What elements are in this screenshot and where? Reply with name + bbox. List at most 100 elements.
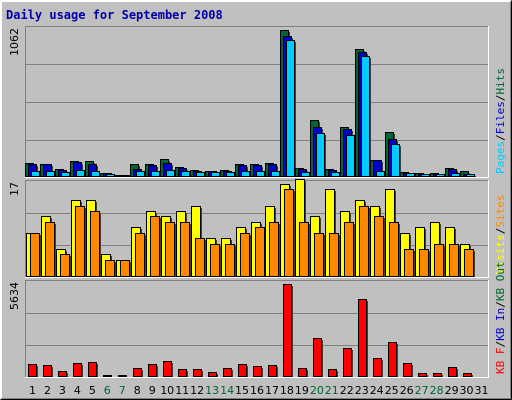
day-label-4: 4	[74, 384, 81, 397]
bar-pages-day-3	[61, 172, 71, 177]
bar-sites-day-18	[284, 189, 295, 277]
day-label-30: 30	[460, 384, 474, 397]
bar-pages-day-13	[211, 172, 221, 177]
bar-kb-f-day-10	[163, 361, 173, 377]
chart-panels: 1062Pages/Files/Hits17Visits/Sites5634KB…	[8, 26, 507, 378]
bar-pages-day-11	[181, 171, 191, 177]
bar-sites-day-21	[329, 233, 340, 277]
legend-entry: /	[494, 341, 507, 348]
bar-pages-day-5	[91, 171, 101, 177]
bar-kb-f-day-14	[223, 368, 233, 377]
bar-pages-day-7	[121, 175, 130, 177]
bar-sites-day-28	[434, 244, 445, 277]
bar-sites-day-1	[30, 233, 41, 277]
bar-pages-day-6	[106, 174, 116, 177]
bar-pages-day-1	[31, 171, 41, 177]
bar-kb-f-day-25	[388, 342, 398, 377]
day-label-26: 26	[400, 384, 414, 397]
bar-pages-day-25	[391, 144, 401, 177]
bar-sites-day-17	[269, 222, 280, 277]
day-label-16: 16	[250, 384, 264, 397]
panel-visits: 17 Visits/Sites	[8, 179, 507, 278]
legend-entry: /	[494, 95, 507, 102]
bar-pages-day-9	[151, 171, 161, 177]
day-label-7: 7	[119, 384, 126, 397]
bar-pages-day-14	[226, 172, 236, 177]
day-label-9: 9	[149, 384, 156, 397]
y-max-label: 1062	[8, 28, 21, 56]
bar-kb-f-day-5	[88, 362, 98, 377]
bar-kb-f-day-8	[133, 368, 143, 377]
bar-kb-f-day-29	[448, 367, 458, 377]
day-label-19: 19	[295, 384, 309, 397]
bar-kb-f-day-12	[193, 369, 203, 377]
bar-kb-f-day-23	[358, 299, 368, 377]
day-label-22: 22	[340, 384, 354, 397]
bar-sites-day-16	[255, 227, 266, 277]
bar-kb-f-day-6	[103, 375, 112, 377]
legend-entry: KB Out	[494, 261, 507, 301]
bar-kb-f-day-20	[313, 338, 323, 377]
bar-sites-day-7	[120, 260, 131, 277]
legend-entry: Sites	[494, 195, 507, 228]
bar-kb-f-day-22	[343, 348, 353, 377]
panel-legend: Pages/Files/Hits	[494, 68, 507, 174]
bar-sites-day-6	[105, 260, 116, 277]
y-max-label: 5634	[8, 282, 21, 310]
bar-pages-day-21	[331, 172, 341, 177]
legend-entry: Files	[494, 101, 507, 134]
day-label-20: 20	[310, 384, 324, 397]
bar-sites-day-14	[225, 244, 236, 277]
bar-sites-day-23	[359, 206, 370, 277]
bar-kb-f-day-17	[268, 365, 278, 377]
bar-kb-f-day-3	[58, 371, 68, 377]
bar-sites-day-19	[299, 222, 310, 277]
panel-legend: Visits/Sites	[494, 195, 507, 275]
bar-kb-f-day-13	[208, 372, 218, 377]
day-label-21: 21	[325, 384, 339, 397]
bar-kb-f-day-19	[298, 368, 308, 377]
day-label-5: 5	[89, 384, 96, 397]
day-label-25: 25	[385, 384, 399, 397]
day-axis: 1 2 3 4 5 6 7 8 9 10 11 12 13 14 15 16 17 18 19 20 21 22 23 24 2…	[29, 384, 489, 397]
bar-sites-day-9	[150, 216, 161, 277]
bar-pages-day-8	[136, 171, 146, 177]
bar-kb-f-day-24	[373, 358, 383, 377]
day-label-29: 29	[445, 384, 459, 397]
bar-kb-f-day-1	[28, 364, 38, 377]
bar-sites-day-8	[135, 233, 146, 277]
bar-kb-f-day-2	[43, 365, 53, 377]
bar-sites-day-24	[374, 216, 385, 277]
bar-pages-day-2	[46, 171, 56, 177]
legend-entry: Visits	[494, 234, 507, 274]
bar-sites-day-22	[344, 222, 355, 277]
bar-sites-day-25	[389, 222, 400, 277]
bar-sites-day-5	[90, 211, 101, 277]
bar-kb-f-day-7	[118, 375, 127, 377]
legend-entry: /	[494, 134, 507, 141]
bar-sites-day-12	[195, 238, 206, 277]
legend-entry: Hits	[494, 68, 507, 95]
bar-kb-f-day-16	[253, 366, 263, 377]
bar-pages-day-20	[316, 133, 326, 177]
day-label-23: 23	[355, 384, 369, 397]
bar-pages-day-22	[346, 135, 356, 177]
legend-entry: Pages	[494, 141, 507, 174]
day-label-10: 10	[160, 384, 174, 397]
bar-kb-f-day-28	[433, 373, 443, 377]
bar-pages-day-18	[286, 40, 296, 177]
legend-entry: /	[494, 228, 507, 235]
bar-sites-day-10	[165, 222, 176, 277]
bar-kb-f-day-18	[283, 284, 293, 377]
bar-sites-day-13	[210, 244, 221, 277]
panel-background	[25, 280, 489, 378]
bar-pages-day-15	[241, 171, 251, 177]
day-label-24: 24	[370, 384, 384, 397]
day-label-12: 12	[190, 384, 204, 397]
bar-pages-day-16	[256, 171, 266, 177]
bar-sites-day-20	[314, 233, 325, 277]
bar-pages-day-10	[166, 170, 176, 177]
day-label-18: 18	[280, 384, 294, 397]
day-label-27: 27	[415, 384, 429, 397]
